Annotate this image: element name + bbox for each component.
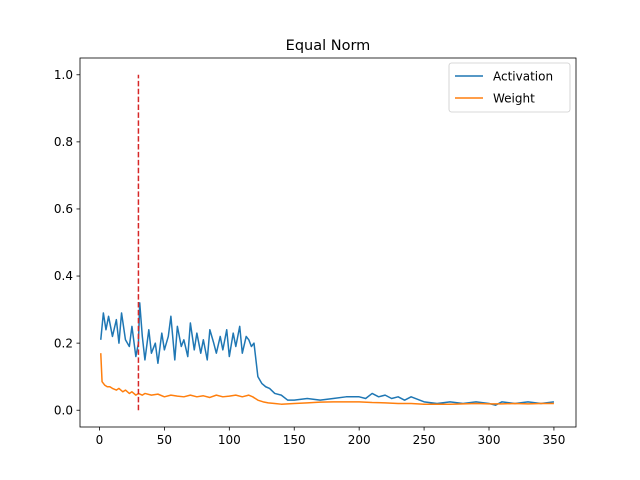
legend-label-activation: Activation: [493, 69, 553, 83]
x-tick-label: 250: [413, 433, 436, 447]
series-line-weight: [100, 353, 554, 405]
plot-area: [100, 74, 555, 411]
x-tick-label: 350: [542, 433, 565, 447]
y-tick-label: 0.8: [54, 135, 73, 149]
x-tick-label: 100: [218, 433, 241, 447]
axes: 0 50 100 150 200 250 300 350 0.0 0.2 0.4 0.6 0.8 1.0: [54, 57, 577, 447]
x-tick-label: 150: [283, 433, 306, 447]
x-tick-label: 0: [96, 433, 104, 447]
y-tick-label: 0.4: [54, 269, 73, 283]
x-tick-label: 300: [478, 433, 501, 447]
x-tick-label: 200: [348, 433, 371, 447]
legend: Activation Weight: [448, 62, 571, 113]
y-tick-label: 0.6: [54, 202, 73, 216]
series-line-activation: [100, 302, 555, 406]
chart-title: Equal Norm: [286, 38, 371, 54]
legend-label-weight: Weight: [493, 91, 535, 105]
y-tick-label: 0.2: [54, 336, 73, 350]
x-tick-label: 50: [157, 433, 172, 447]
axes-frame: [79, 57, 577, 428]
y-tick-label: 1.0: [54, 68, 73, 82]
y-tick-label: 0.0: [54, 403, 73, 417]
